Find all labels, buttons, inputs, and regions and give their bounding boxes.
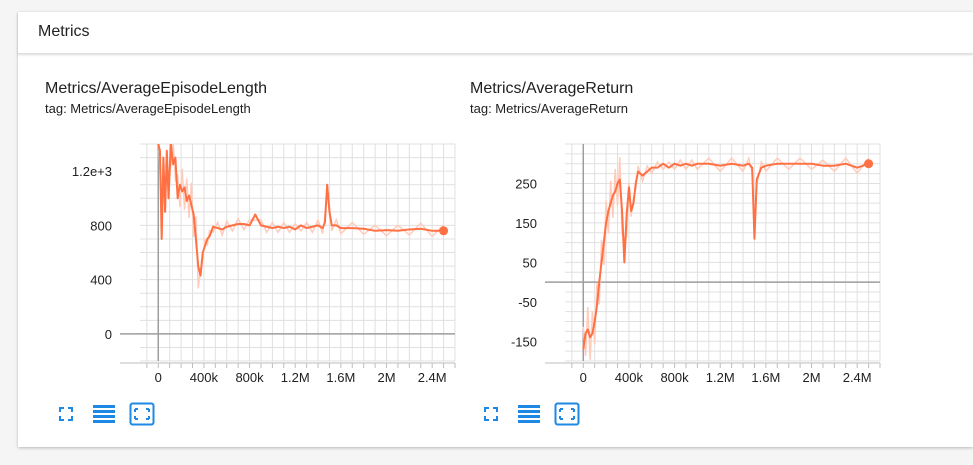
y-tick-label: 400 [90, 273, 112, 288]
y-tick-label: 50 [523, 255, 537, 270]
series-last-point [864, 159, 874, 169]
raw-series-line [582, 155, 870, 360]
x-tick-label: 2M [802, 370, 820, 385]
fullscreen-icon[interactable] [53, 401, 79, 427]
y-tick-label: 800 [90, 218, 112, 233]
x-tick-label: 400k [615, 370, 644, 385]
list-icon[interactable] [516, 401, 542, 427]
fit-domain-icon[interactable] [554, 401, 580, 427]
series-line [582, 162, 869, 350]
raw-series-line [158, 144, 445, 289]
chart-card-average-return: Metrics/AverageReturn tag: Metrics/Avera… [470, 80, 890, 440]
x-tick-label: 2.4M [843, 370, 872, 385]
y-tick-label: -150 [511, 334, 537, 349]
x-tick-label: 2M [377, 370, 395, 385]
x-tick-label: 0 [155, 370, 162, 385]
y-tick-label: 150 [515, 216, 537, 231]
y-tick-label: 0 [105, 327, 112, 342]
panel-title: Metrics [38, 23, 90, 40]
series-line [157, 144, 444, 277]
y-tick-label: 1.2e+3 [72, 164, 112, 179]
card-title: Metrics/AverageEpisodeLength [45, 80, 268, 97]
card-tag: tag: Metrics/AverageEpisodeLength [45, 101, 251, 116]
x-tick-label: 2.4M [418, 370, 447, 385]
x-tick-label: 800k [660, 370, 689, 385]
x-tick-label: 1.2M [706, 370, 735, 385]
y-tick-label: -50 [518, 295, 537, 310]
line-chart-average-return[interactable]: 0 400k 800k 1.2M 1.6M 2M 2.4M -150 -50 50 150 250 [470, 124, 890, 386]
fullscreen-icon[interactable] [478, 401, 504, 427]
line-chart-episode-length[interactable]: 0 400k 800k 1.2M 1.6M 2M 2.4M 0 400 800 1.2e+3 [45, 124, 465, 386]
series-last-point [439, 226, 449, 236]
card-tag: tag: Metrics/AverageReturn [470, 101, 628, 116]
metrics-panel: Metrics Metrics/AverageEpisodeLength tag… [18, 12, 973, 447]
x-tick-label: 0 [580, 370, 587, 385]
panel-header[interactable]: Metrics [18, 12, 973, 54]
card-title: Metrics/AverageReturn [470, 80, 634, 97]
y-tick-label: 250 [515, 176, 537, 191]
x-tick-label: 400k [190, 370, 219, 385]
x-tick-label: 1.6M [751, 370, 780, 385]
x-tick-label: 1.2M [281, 370, 310, 385]
x-tick-label: 800k [235, 370, 264, 385]
chart-card-episode-length: Metrics/AverageEpisodeLength tag: Metric… [45, 80, 465, 440]
list-icon[interactable] [91, 401, 117, 427]
fit-domain-icon[interactable] [129, 401, 155, 427]
x-tick-label: 1.6M [326, 370, 355, 385]
